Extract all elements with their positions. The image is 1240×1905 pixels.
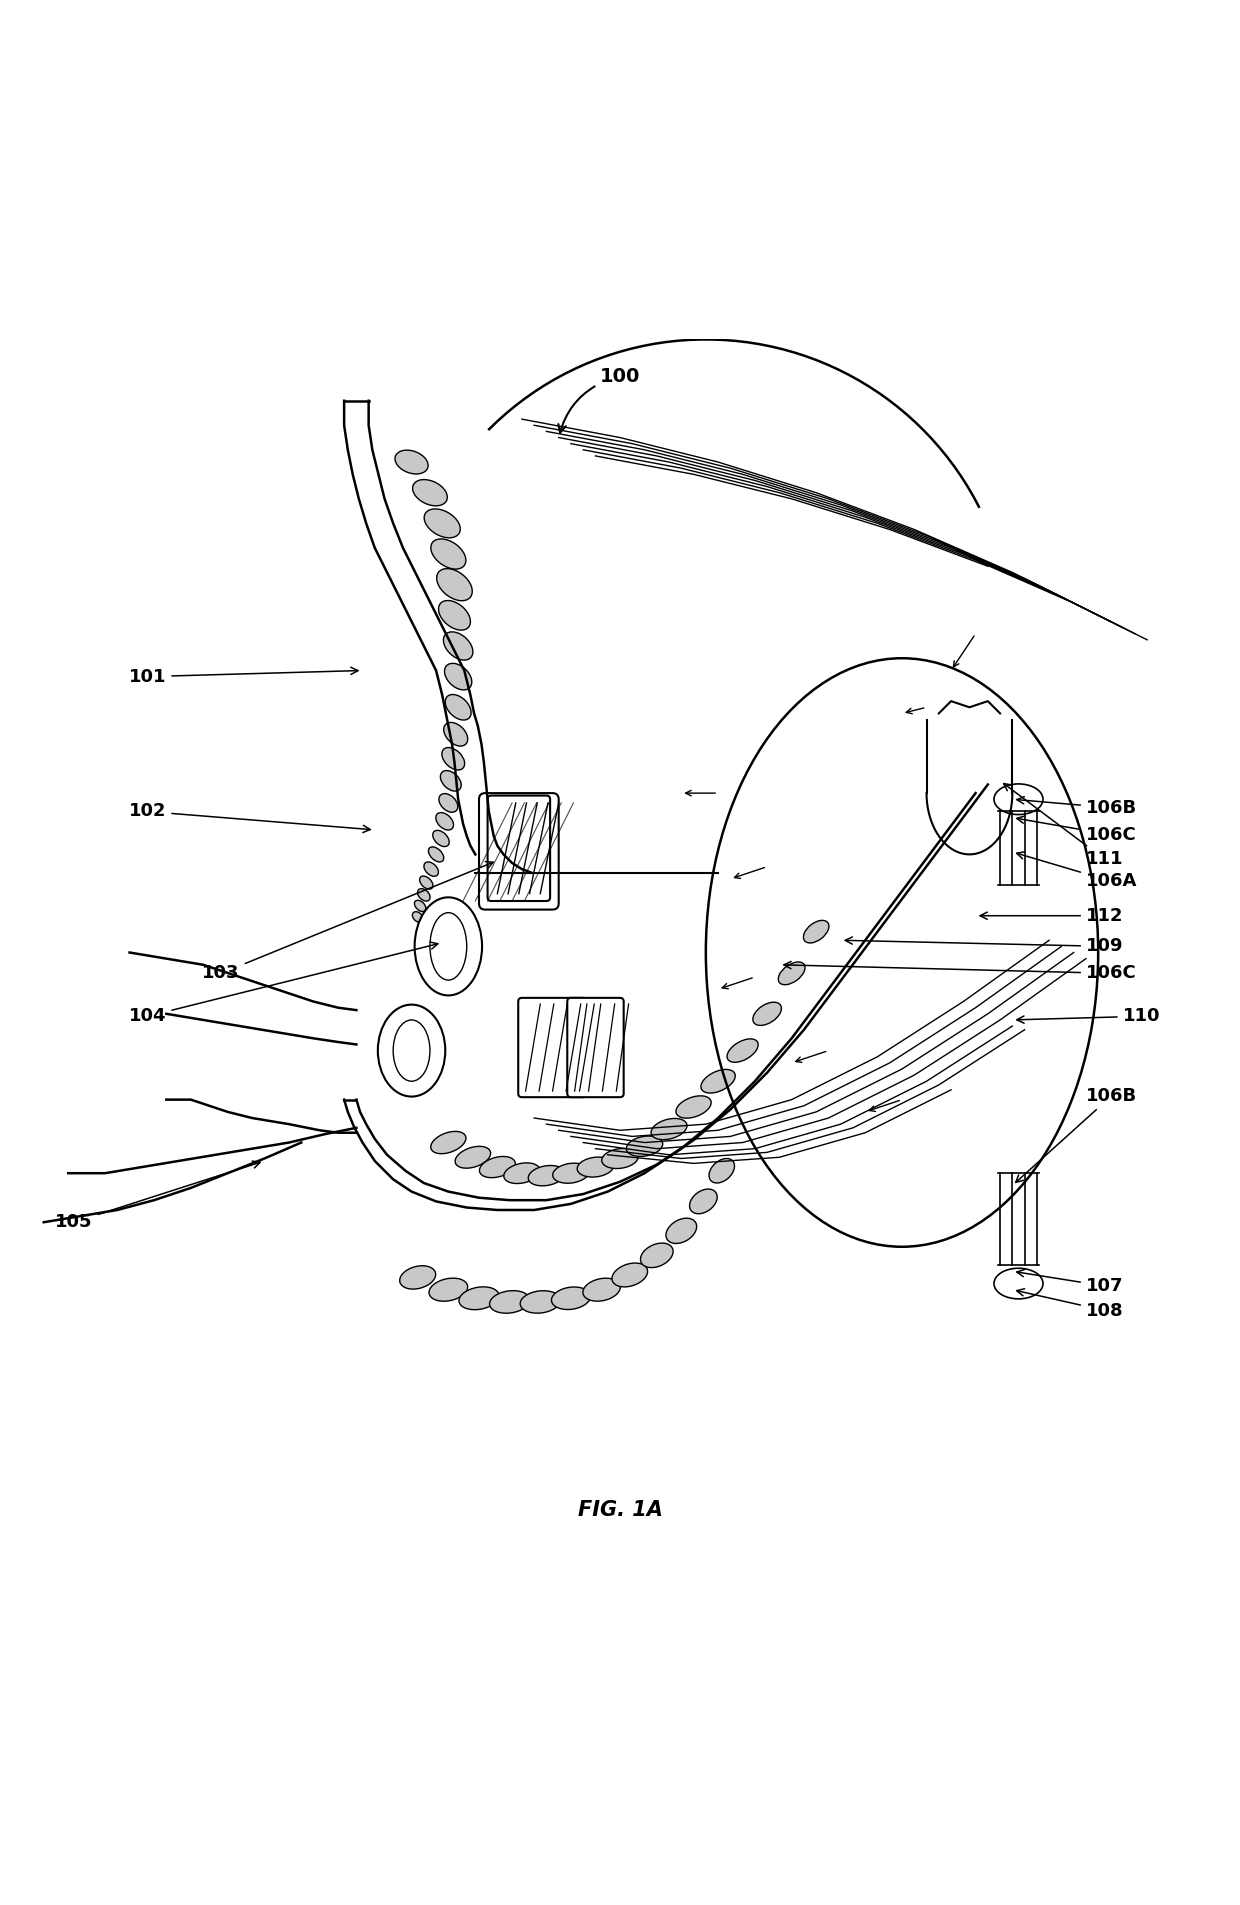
Text: 106C: 106C: [1017, 815, 1137, 844]
Ellipse shape: [503, 1162, 539, 1183]
Ellipse shape: [430, 539, 466, 570]
Ellipse shape: [994, 1269, 1043, 1299]
Ellipse shape: [414, 897, 482, 996]
Text: FIG. 1A: FIG. 1A: [578, 1501, 662, 1520]
Ellipse shape: [435, 813, 454, 831]
FancyBboxPatch shape: [567, 998, 624, 1097]
Ellipse shape: [430, 1132, 466, 1154]
Ellipse shape: [459, 1288, 498, 1309]
Ellipse shape: [444, 722, 467, 747]
Text: 101: 101: [129, 667, 358, 686]
Ellipse shape: [439, 600, 470, 631]
Ellipse shape: [418, 888, 430, 901]
Ellipse shape: [676, 1095, 712, 1118]
Ellipse shape: [424, 509, 460, 537]
Ellipse shape: [583, 1278, 620, 1301]
FancyBboxPatch shape: [518, 998, 587, 1097]
Ellipse shape: [399, 1265, 435, 1290]
Ellipse shape: [601, 1149, 639, 1168]
Text: 103: 103: [202, 861, 494, 983]
Ellipse shape: [378, 1004, 445, 1097]
Text: 106C: 106C: [784, 962, 1137, 983]
Text: 112: 112: [980, 907, 1123, 924]
Text: 106B: 106B: [1017, 796, 1137, 817]
Ellipse shape: [413, 912, 423, 922]
Ellipse shape: [480, 1156, 516, 1177]
Ellipse shape: [641, 1244, 673, 1267]
Text: 107: 107: [1017, 1269, 1123, 1295]
Ellipse shape: [445, 695, 471, 720]
Ellipse shape: [528, 1166, 564, 1185]
Text: 106B: 106B: [1016, 1088, 1137, 1183]
Ellipse shape: [626, 1135, 662, 1156]
Ellipse shape: [753, 1002, 781, 1025]
Ellipse shape: [429, 848, 444, 861]
Ellipse shape: [430, 912, 466, 979]
Ellipse shape: [393, 1019, 430, 1082]
Text: 104: 104: [129, 943, 438, 1025]
Ellipse shape: [553, 1164, 589, 1183]
Ellipse shape: [419, 876, 433, 890]
Text: 106A: 106A: [1017, 852, 1137, 890]
Ellipse shape: [804, 920, 828, 943]
Ellipse shape: [613, 1263, 647, 1288]
Ellipse shape: [709, 1158, 734, 1183]
Text: 111: 111: [1003, 783, 1123, 869]
Ellipse shape: [577, 1156, 614, 1177]
Ellipse shape: [651, 1118, 687, 1139]
Ellipse shape: [520, 1292, 560, 1313]
Ellipse shape: [424, 861, 439, 876]
Text: 105: 105: [56, 1160, 260, 1231]
Text: 109: 109: [846, 937, 1123, 956]
Ellipse shape: [455, 1147, 491, 1168]
Ellipse shape: [444, 632, 472, 661]
Ellipse shape: [439, 794, 458, 812]
Ellipse shape: [444, 663, 471, 690]
Ellipse shape: [441, 747, 465, 770]
Ellipse shape: [440, 772, 461, 791]
Ellipse shape: [413, 480, 448, 507]
Ellipse shape: [994, 785, 1043, 815]
Ellipse shape: [779, 962, 805, 985]
Ellipse shape: [490, 1292, 529, 1313]
Ellipse shape: [429, 1278, 467, 1301]
Ellipse shape: [552, 1288, 590, 1309]
Text: 100: 100: [558, 368, 640, 432]
Ellipse shape: [727, 1038, 758, 1063]
Ellipse shape: [396, 450, 428, 474]
FancyBboxPatch shape: [487, 796, 551, 901]
Ellipse shape: [414, 901, 425, 911]
Text: 110: 110: [1017, 1008, 1161, 1025]
Ellipse shape: [436, 568, 472, 600]
Ellipse shape: [433, 831, 449, 846]
Ellipse shape: [701, 1069, 735, 1093]
Ellipse shape: [689, 1189, 717, 1213]
Text: 108: 108: [1017, 1290, 1123, 1320]
Ellipse shape: [666, 1217, 697, 1244]
Text: 102: 102: [129, 802, 371, 832]
